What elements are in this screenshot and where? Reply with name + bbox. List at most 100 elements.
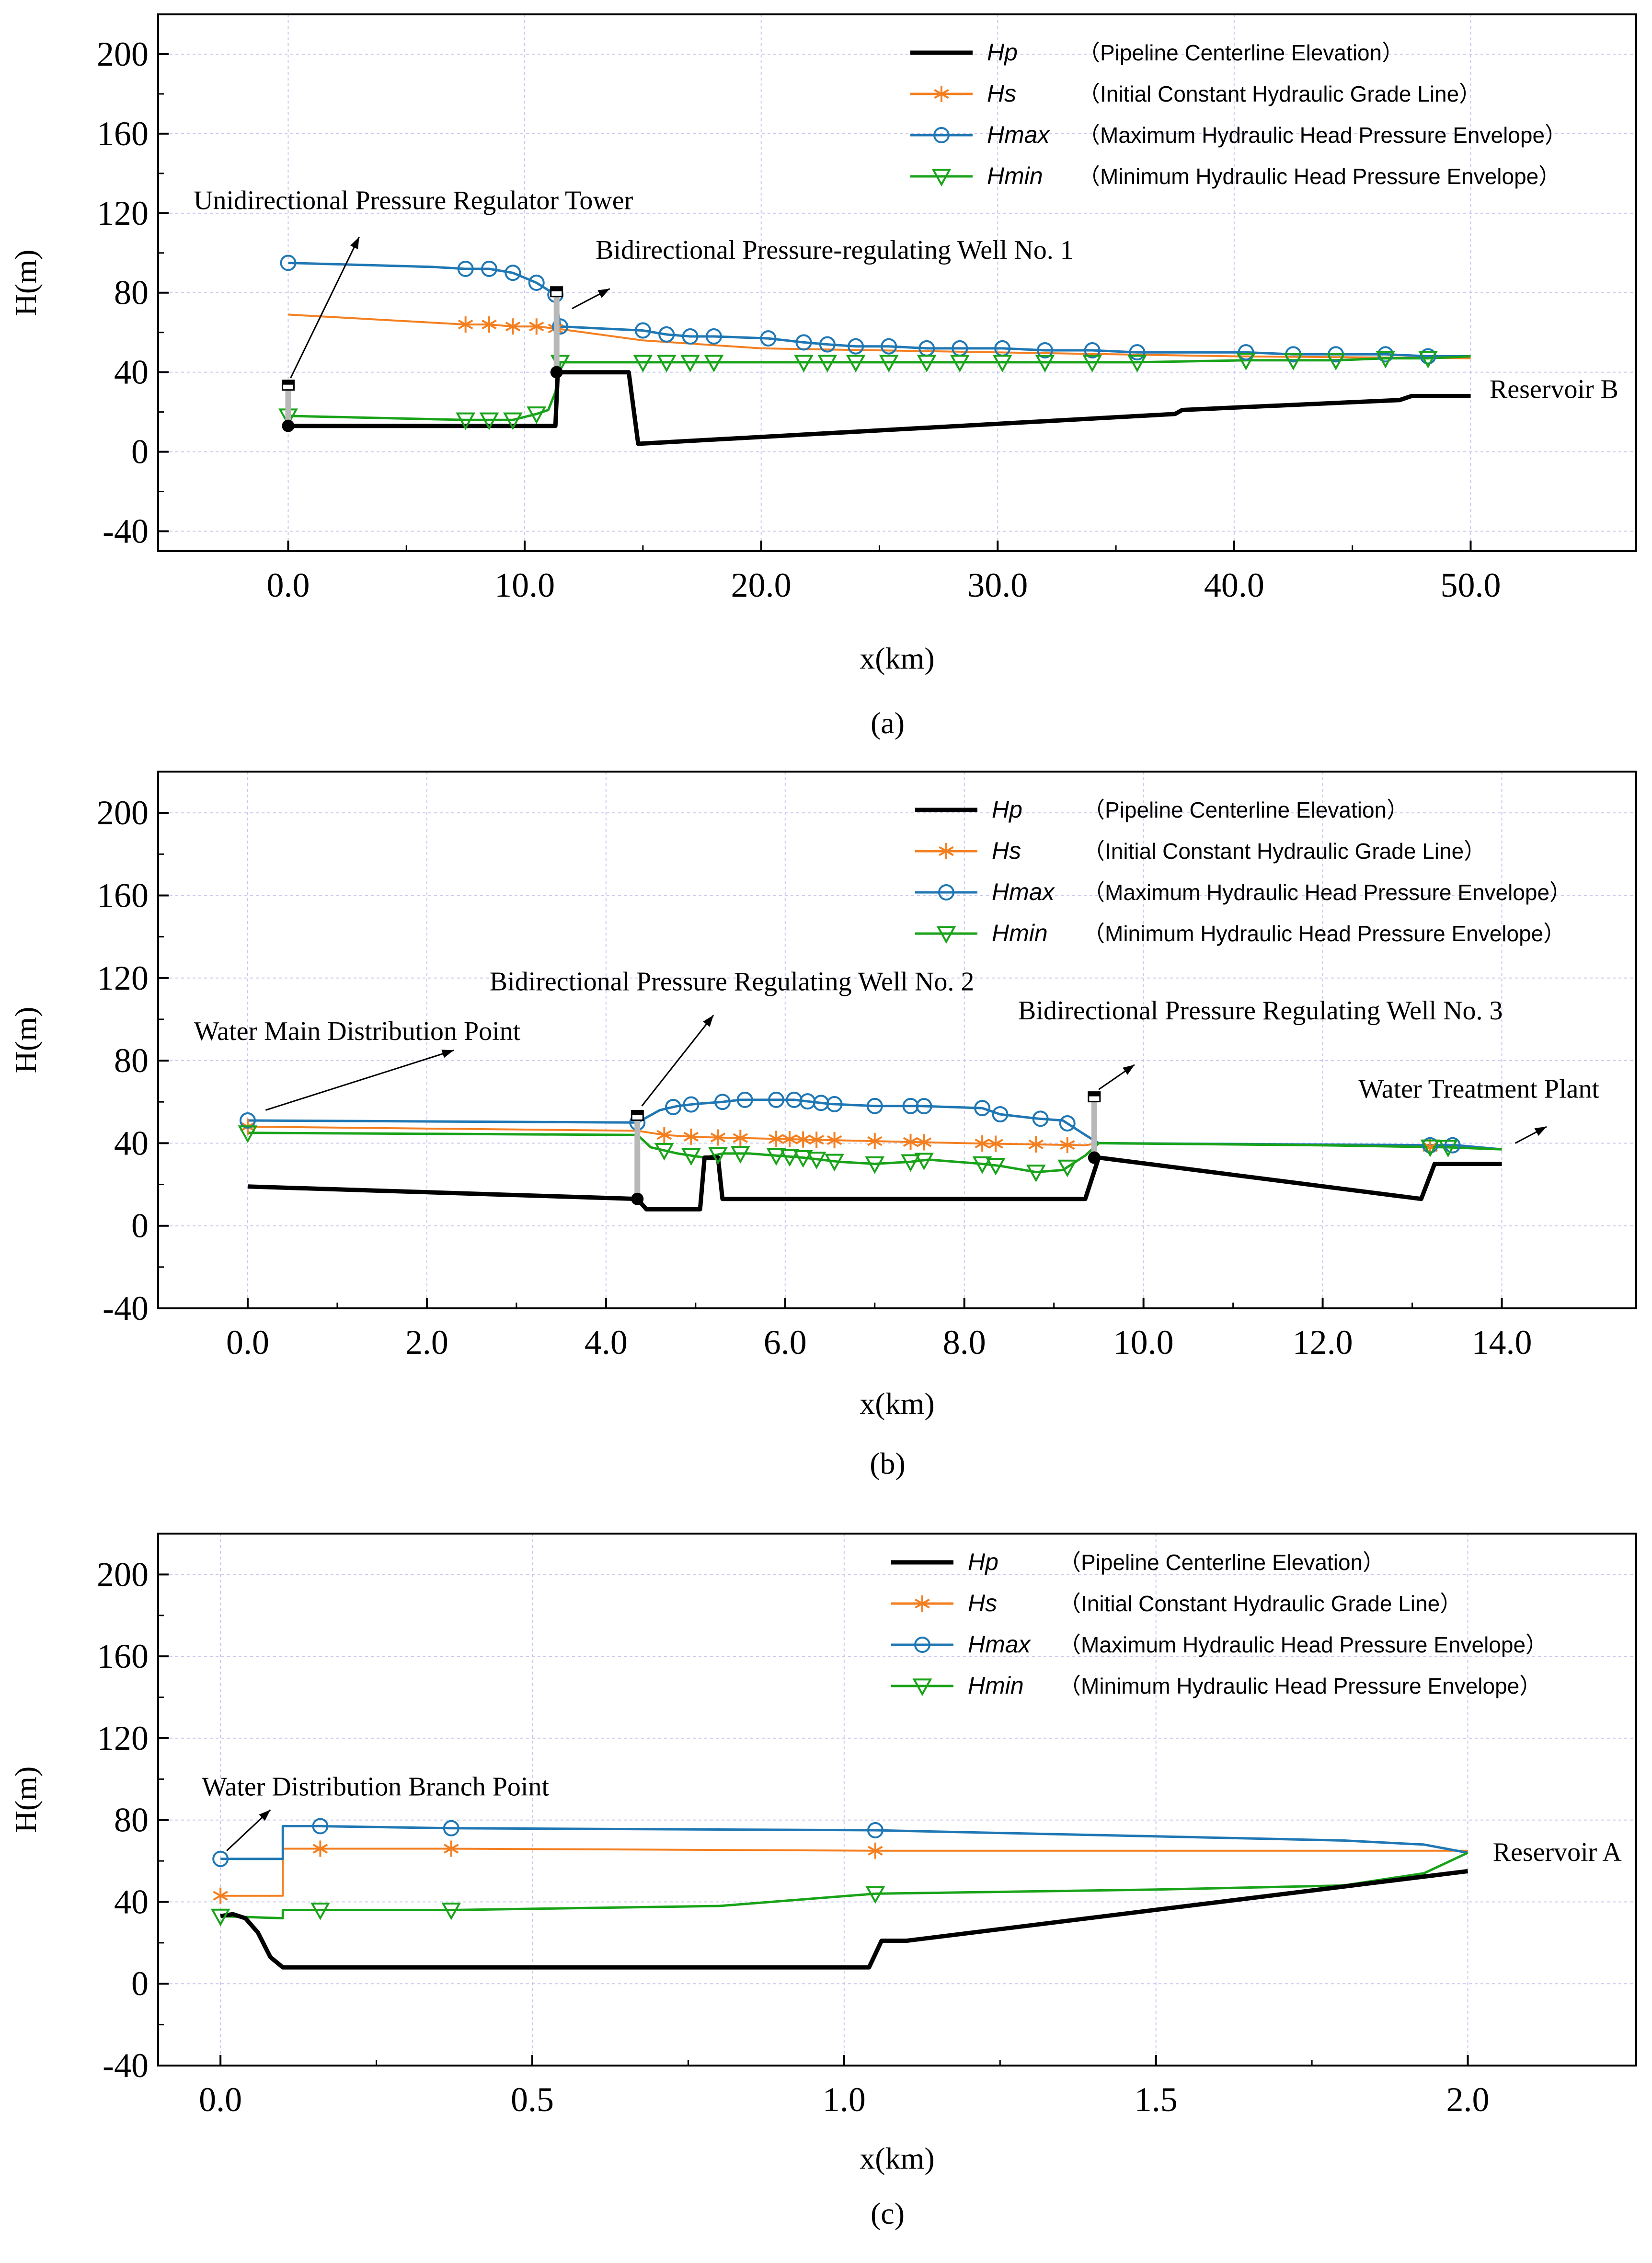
y-tick-label: 160 xyxy=(97,115,149,153)
panel-a: -40 0 40 80 120 160 200 0.0 10.0 20.0 30.0 40.0 50.0… xyxy=(9,13,1637,740)
x-tick-label: 0.0 xyxy=(199,2080,242,2119)
annotation-arrow-head xyxy=(597,289,610,298)
legend-marker-hmin xyxy=(931,169,952,187)
tower-shaft xyxy=(634,1116,641,1199)
data-point-hs-stroke xyxy=(975,1138,990,1149)
y-tick-label: 80 xyxy=(114,274,149,312)
legend-marker-hmin xyxy=(936,926,956,944)
data-point-hs xyxy=(683,1128,699,1145)
x-tick-label: 8.0 xyxy=(943,1323,986,1362)
legend-key: Hmin xyxy=(987,162,1043,189)
data-point-hmin xyxy=(441,1902,461,1920)
data-point-hmax xyxy=(552,318,569,335)
annotation-label: Bidirectional Pressure Regulating Well N… xyxy=(490,967,975,997)
legend-key: Hmax xyxy=(987,121,1051,148)
data-point-hs xyxy=(482,316,497,333)
y-tick-label: 80 xyxy=(114,1041,149,1080)
data-point-hs-stroke xyxy=(444,1844,459,1854)
legend-label: （Minimum Hydraulic Head Pressure Envelop… xyxy=(1059,1674,1541,1698)
grid xyxy=(158,14,1636,551)
annotation: Bidirectional Pressure Regulating Well N… xyxy=(1018,996,1503,1090)
annotation: Bidirectional Pressure Regulating Well N… xyxy=(490,967,975,1107)
data-point-hmax xyxy=(212,1850,229,1867)
data-point-hs-stroke xyxy=(458,319,473,330)
plot-frame xyxy=(157,771,1637,1309)
data-point-hmax xyxy=(443,1820,459,1836)
data-point-hmin xyxy=(1057,1159,1078,1178)
data-point-hmin xyxy=(503,412,523,430)
y-tick-label: 120 xyxy=(97,1719,149,1757)
y-tick-label: 200 xyxy=(97,35,149,73)
panel-c: -40 0 40 80 120 160 200 0.0 0.5 1.0 1.5 2.0 x(km) H(m… xyxy=(9,1533,1637,2230)
data-point-hmin xyxy=(766,1148,786,1166)
data-point-hmin xyxy=(1418,351,1438,369)
panel-label: (c) xyxy=(871,2196,905,2230)
legend-marker-hmax xyxy=(914,1637,930,1653)
data-point-hmin xyxy=(681,1148,701,1166)
data-point-hmin xyxy=(780,1149,800,1167)
markers-hs xyxy=(240,1118,1438,1155)
x-tick-label: 1.0 xyxy=(823,2080,866,2119)
data-point-hmin xyxy=(992,355,1012,373)
legend-key: Hmin xyxy=(992,920,1048,947)
data-point-hs-stroke xyxy=(795,1134,811,1144)
series-line-hmax xyxy=(288,262,1471,358)
annotation-arrow-head xyxy=(1123,1064,1135,1075)
x-tick-label: 30.0 xyxy=(967,566,1028,604)
annotation-arrow-head xyxy=(703,1015,714,1027)
y-axis: -40 0 40 80 120 160 200 xyxy=(97,794,169,1328)
data-point-hmax xyxy=(1032,1110,1049,1127)
data-point-hmax xyxy=(239,1112,256,1129)
tower-shaft xyxy=(1091,1097,1097,1158)
y-tick-label: 120 xyxy=(97,959,149,997)
panel-label: (a) xyxy=(871,706,905,740)
data-point-hmax xyxy=(634,322,651,339)
data-point-hs xyxy=(656,1127,672,1143)
legend-label: （Initial Constant Hydraulic Grade Line） xyxy=(1059,1591,1462,1616)
data-point-hs-stroke xyxy=(656,1130,672,1140)
data-point-hmax xyxy=(665,1099,682,1115)
y-axis-label: H(m) xyxy=(9,1767,43,1833)
data-point-hmin xyxy=(656,355,677,373)
data-point-hmin xyxy=(456,412,476,430)
data-point-hmax xyxy=(881,338,897,355)
data-point-hmax xyxy=(1444,1137,1461,1154)
data-point-hmax xyxy=(736,1091,753,1108)
data-point-hmin xyxy=(704,355,724,373)
y-tick-label: 200 xyxy=(97,1555,149,1593)
data-point-hmin xyxy=(901,1154,920,1172)
data-point-hmin xyxy=(865,1886,885,1904)
x-tick-label: 0.0 xyxy=(226,1323,269,1362)
data-point-hmin xyxy=(730,1146,750,1164)
data-point-hmin xyxy=(1127,355,1147,373)
data-point-hs-stroke xyxy=(782,1134,797,1144)
data-point-hs-stroke xyxy=(683,1132,699,1142)
panel-b: -40 0 40 80 120 160 200 0.0 2.0 4.0 6.0 8.0 10.0 12.0… xyxy=(9,771,1637,1480)
annotation-label: Reservoir B xyxy=(1490,375,1618,404)
data-point-hs xyxy=(1028,1136,1044,1153)
series-line-hp xyxy=(288,370,1471,446)
annotation: Water Distribution Branch Point xyxy=(202,1772,549,1851)
legend-marker-hs-stroke xyxy=(915,1598,930,1609)
y-axis-label: H(m) xyxy=(9,250,43,316)
legend-label: （Pipeline Centerline Elevation） xyxy=(1078,40,1404,65)
data-point-hmax xyxy=(819,336,836,353)
data-point-hmin xyxy=(825,1154,845,1172)
data-point-hs xyxy=(444,1840,459,1857)
tower-node xyxy=(550,366,563,379)
series-line-hp xyxy=(247,1155,1502,1212)
data-point-hs-stroke xyxy=(826,1135,842,1145)
x-axis: 0.0 0.5 1.0 1.5 2.0 xyxy=(199,2055,1490,2119)
annotation: Unidirectional Pressure Regulator Tower xyxy=(194,186,633,379)
data-point-hs xyxy=(867,1133,883,1150)
legend-label: （Maximum Hydraulic Head Pressure Envelop… xyxy=(1078,123,1567,148)
x-tick-label: 12.0 xyxy=(1293,1323,1353,1362)
tower-node xyxy=(282,419,295,432)
annotation-label: Reservoir A xyxy=(1493,1837,1622,1867)
legend-marker-hs-stroke xyxy=(934,89,949,99)
legend-label: （Maximum Hydraulic Head Pressure Envelop… xyxy=(1083,880,1572,905)
data-point-hs xyxy=(795,1131,811,1148)
markers-hmax xyxy=(239,1091,1461,1154)
data-point-hmax xyxy=(992,1106,1009,1123)
